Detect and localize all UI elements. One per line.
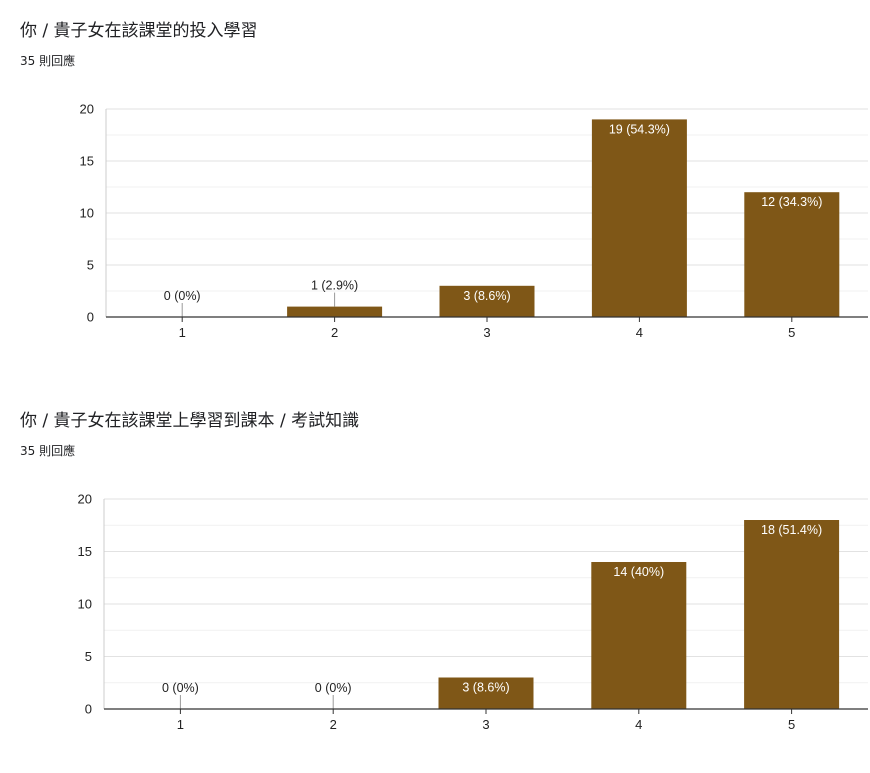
data-label: 0 (0%) xyxy=(162,681,199,695)
chart-section-1: 你 / 貴子女在該課堂的投入學習 35 則回應 0 5 10 15 20 0 (0%) 1 1… xyxy=(20,21,868,340)
x-tick-label: 3 xyxy=(483,325,490,340)
y-tick-label: 0 xyxy=(87,310,94,325)
x-tick-label: 3 xyxy=(482,717,489,732)
bar xyxy=(439,285,535,317)
y-tick-label: 0 xyxy=(85,702,92,717)
x-tick-label: 5 xyxy=(788,325,795,340)
y-tick-label: 15 xyxy=(78,544,92,559)
y-tick-label: 5 xyxy=(87,258,94,273)
bar xyxy=(287,306,383,317)
chart-section-2: 你 / 貴子女在該課堂上學習到課本 / 考試知識 35 則回應 0 5 10 15 20… xyxy=(0,390,870,773)
bar xyxy=(744,192,840,317)
y-tick-label: 10 xyxy=(80,206,94,221)
x-tick-label: 4 xyxy=(636,325,643,340)
y-tick-label: 5 xyxy=(85,649,92,664)
data-label: 3 (8.6%) xyxy=(463,289,510,303)
x-tick-label: 5 xyxy=(788,717,795,732)
bar xyxy=(438,677,534,709)
bar xyxy=(744,520,840,709)
y-tick-label: 15 xyxy=(80,154,94,169)
y-tick-label: 20 xyxy=(80,102,94,117)
data-label: 3 (8.6%) xyxy=(462,681,509,695)
response-count: 35 則回應 xyxy=(20,54,76,68)
bar xyxy=(591,119,687,318)
data-label: 1 (2.9%) xyxy=(311,279,358,293)
x-tick-label: 1 xyxy=(177,717,184,732)
bar-chart-1: 0 5 10 15 20 0 (0%) 1 1 (2.9%) 2 3 (8.6%) 3 19 (54.… xyxy=(80,102,868,340)
chart-title: 你 / 貴子女在該課堂的投入學習 xyxy=(20,21,258,41)
data-label: 14 (40%) xyxy=(613,565,664,579)
x-tick-label: 2 xyxy=(331,325,338,340)
data-label: 12 (34.3%) xyxy=(761,195,822,209)
bar-chart-2: 0 5 10 15 20 0 (0%) 1 0 (0%) 2 3 (8.6%) 3 14 (40%) 4… xyxy=(78,492,868,732)
chart-title: 你 / 貴子女在該課堂上學習到課本 / 考試知識 xyxy=(20,411,360,431)
y-tick-label: 10 xyxy=(78,597,92,612)
y-tick-label: 20 xyxy=(78,492,92,507)
x-tick-label: 4 xyxy=(635,717,642,732)
data-label: 0 (0%) xyxy=(164,289,201,303)
data-label: 0 (0%) xyxy=(315,681,352,695)
bar xyxy=(591,562,687,709)
x-tick-label: 2 xyxy=(330,717,337,732)
data-label: 18 (51.4%) xyxy=(761,523,822,537)
data-label: 19 (54.3%) xyxy=(609,122,670,136)
response-count: 35 則回應 xyxy=(20,444,76,458)
x-tick-label: 1 xyxy=(179,325,186,340)
